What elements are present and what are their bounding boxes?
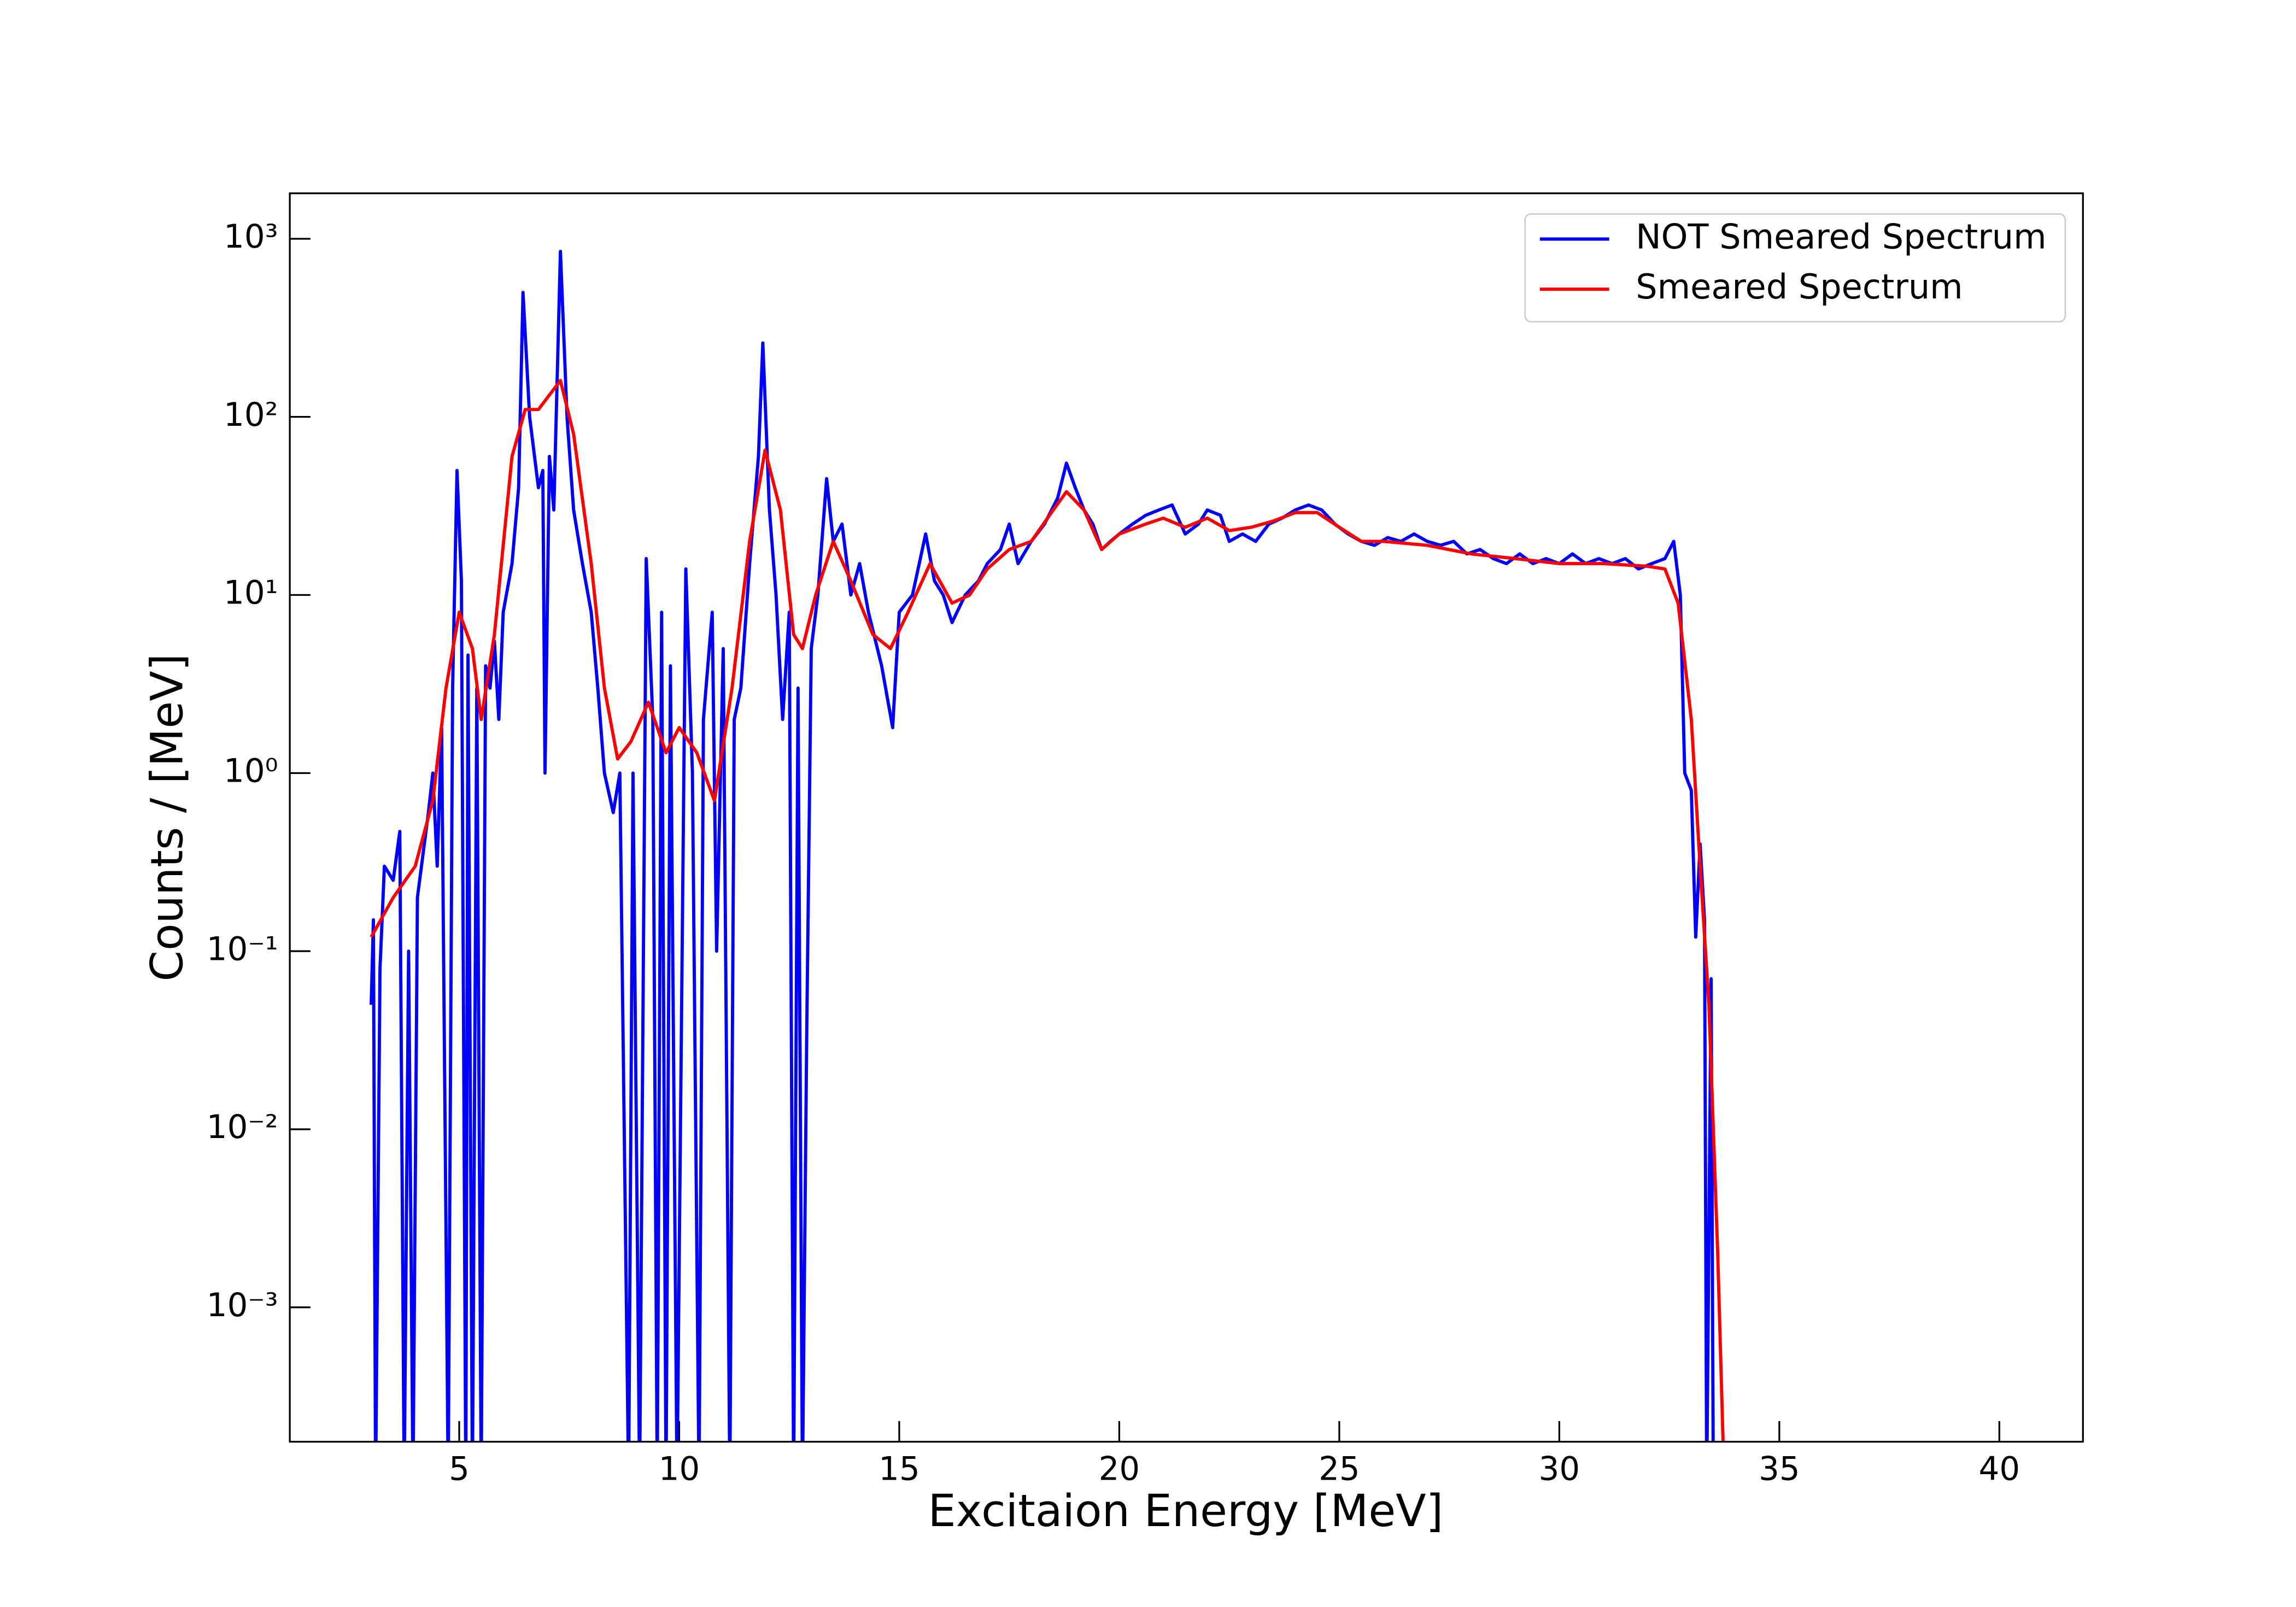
x-tick-label: 40 xyxy=(1979,1451,2020,1488)
x-tick-label: 35 xyxy=(1759,1451,1800,1488)
x-tick-label: 15 xyxy=(878,1451,920,1488)
plot-frame xyxy=(289,192,2084,1443)
series-line xyxy=(370,249,1715,1442)
x-tick-label: 20 xyxy=(1099,1451,1140,1488)
y-tick-label: 10⁻¹ xyxy=(207,930,278,968)
y-tick-label: 10⁰ xyxy=(224,752,278,790)
y-tick-label: 10² xyxy=(224,396,278,434)
legend-box xyxy=(1524,213,2066,322)
y-axis-label: Counts / [MeV] xyxy=(142,654,193,982)
legend-label: NOT Smeared Spectrum xyxy=(1636,216,2046,256)
x-axis-label: Excitaion Energy [MeV] xyxy=(928,1486,1443,1537)
x-tick-label: 25 xyxy=(1319,1451,1360,1488)
x-tick-label: 5 xyxy=(449,1451,470,1488)
x-tick-label: 10 xyxy=(659,1451,700,1488)
y-tick-label: 10¹ xyxy=(224,574,278,612)
x-tick-label: 30 xyxy=(1539,1451,1580,1488)
y-tick-label: 10³ xyxy=(224,218,278,256)
y-tick-label: 10⁻² xyxy=(207,1109,278,1146)
legend-label: Smeared Spectrum xyxy=(1636,267,1963,307)
y-tick-label: 10⁻³ xyxy=(207,1287,278,1324)
series-line xyxy=(370,379,1725,1442)
plot-lines xyxy=(370,249,1725,1442)
